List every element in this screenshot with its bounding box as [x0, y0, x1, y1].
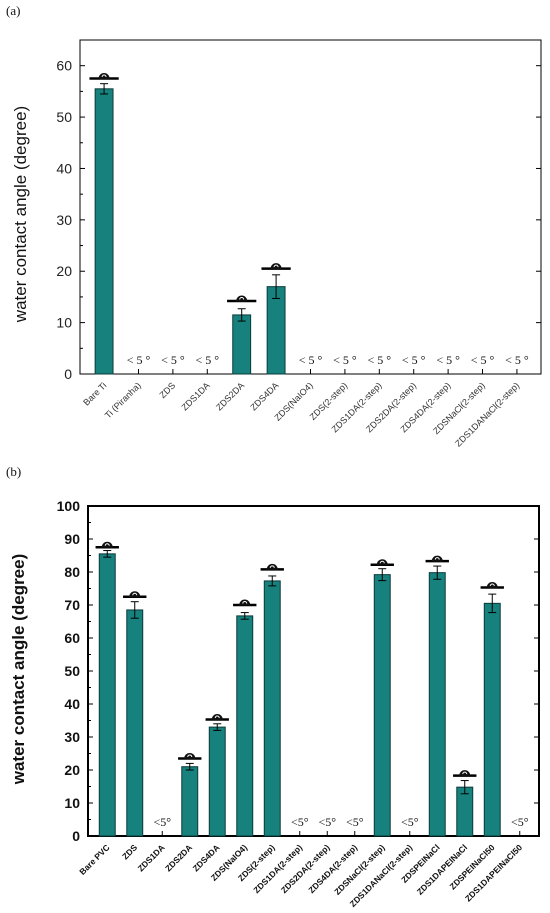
panel-b-ytick-label: 40	[64, 696, 80, 712]
panel-b-below-detection-label: <5°	[511, 815, 529, 829]
panel-b-droplet-icon	[459, 770, 471, 777]
panel-a-below-detection-label: < 5 °	[333, 353, 357, 367]
panel-a-below-detection-label: < 5 °	[436, 353, 460, 367]
panel-a-bar	[94, 88, 114, 375]
panel-a-category-label: ZDS	[158, 380, 178, 400]
panel-a-ytick-label: 20	[56, 263, 72, 279]
panel-b-bar	[456, 786, 474, 837]
panel-b-bar	[236, 615, 254, 837]
panel-b-ytick-label: 100	[57, 498, 81, 514]
panel-a-category-label: Bare Ti	[81, 380, 108, 407]
panel-a-ytick-label: 30	[56, 212, 72, 228]
panel-b-bar	[98, 553, 116, 837]
panel-a-droplet-highlight	[101, 74, 107, 78]
panel-b-bar	[263, 580, 281, 837]
panel-a-category-label: ZDS2DA	[214, 380, 246, 412]
panel-b-bar	[428, 572, 446, 837]
panel-b-category-label: ZDS1DA(2-step)	[251, 842, 304, 895]
panel-a-below-detection-label: < 5 °	[402, 353, 426, 367]
panel-a-droplet-highlight	[273, 264, 279, 268]
panel-a-plot-frame	[79, 39, 542, 375]
panel-b-label: (b)	[6, 464, 21, 479]
panel-a-ytick-label: 50	[56, 109, 72, 125]
panel-b-droplet-icon	[211, 714, 223, 721]
panel-b-bar	[181, 766, 199, 837]
panel-a-category-label: ZDS1DA	[180, 380, 212, 412]
panel-b-ytick-label: 70	[64, 597, 80, 613]
panel-b-category-label: ZDS2DA(2-step)	[279, 842, 332, 895]
panel-b-droplet-icon	[239, 599, 251, 606]
panel-b-below-detection-label: <5°	[318, 815, 336, 829]
panel-a-below-detection-label: < 5 °	[505, 353, 529, 367]
panel-b-below-detection-label: <5°	[153, 815, 171, 829]
panel-b-droplet-icon	[376, 559, 388, 566]
panel-b-droplet-highlight	[434, 557, 440, 560]
panel-a-droplet-highlight	[239, 297, 245, 300]
panel-a-category-label: ZDS1DANaCl(2-step)	[453, 380, 521, 448]
panel-b-droplet-highlight	[187, 754, 193, 758]
panel-b-ytick-label: 90	[64, 531, 80, 547]
panel-b-droplet-highlight	[132, 592, 138, 596]
panel-b-ytick-label: 0	[72, 828, 80, 844]
panel-a-droplet-icon	[236, 295, 248, 302]
panel-a-below-detection-label: < 5 °	[471, 353, 495, 367]
panel-b-category-label: ZDS1DA	[136, 842, 167, 873]
panel-b-bar	[483, 602, 501, 837]
panel-b-droplet-icon	[129, 591, 141, 598]
panel-b-category-label: Bare PVC	[77, 842, 111, 876]
panel-b-below-detection-label: <5°	[346, 815, 364, 829]
panel-b-droplet-highlight	[214, 715, 220, 719]
panel-a-ytick-label: 10	[56, 315, 72, 331]
panel-b-bar	[373, 574, 391, 837]
panel-b-bar	[208, 726, 226, 837]
panel-b-ytick-label: 50	[64, 663, 80, 679]
panel-b-ytick-label: 80	[64, 564, 80, 580]
panel-b-category-label: ZDS4DA(2-step)	[306, 842, 359, 895]
panel-b-ylabel: water contact angle (degree)	[9, 554, 28, 786]
panel-a-droplet-icon	[98, 73, 110, 80]
panel-b-ytick-label: 30	[64, 729, 80, 745]
panel-a-ytick-label: 60	[56, 58, 72, 74]
panel-a-below-detection-label: < 5 °	[299, 353, 323, 367]
panel-b-droplet-highlight	[269, 565, 275, 568]
panel-b-ytick-label: 10	[64, 795, 80, 811]
panel-a-below-detection-label: < 5 °	[368, 353, 392, 367]
panel-b-below-detection-label: <5°	[291, 815, 309, 829]
panel-a-below-detection-label: < 5 °	[196, 353, 220, 367]
panel-a-category-label: ZDS4DA	[248, 380, 280, 412]
panel-b-droplet-highlight	[104, 543, 110, 546]
panel-b-droplet-icon	[486, 582, 498, 589]
panel-a-ylabel: water contact angle (degree)	[11, 106, 30, 323]
panel-b-droplet-icon	[431, 555, 443, 562]
panel-b-droplet-highlight	[462, 771, 468, 775]
panel-b-ytick-label: 60	[64, 630, 80, 646]
panel-b-plot-frame	[87, 505, 540, 837]
panel-a-bar	[266, 286, 286, 375]
panel-a-ytick-label: 0	[64, 366, 72, 382]
panel-a-below-detection-label: < 5 °	[127, 353, 151, 367]
panel-a-category-label: Ti (Piranha)	[103, 380, 143, 420]
panel-b-droplet-icon	[266, 563, 278, 570]
panel-b-category-label: ZDS	[120, 842, 139, 861]
panel-b-droplet-highlight	[379, 560, 385, 564]
panel-b-bar	[126, 609, 144, 837]
panel-a-bar	[232, 314, 252, 375]
panel-b-droplet-icon	[101, 541, 113, 548]
panel-a-droplet-icon	[270, 263, 282, 270]
panel-b-ytick-label: 20	[64, 762, 80, 778]
panel-b-droplet-highlight	[242, 601, 248, 604]
panel-b-category-label: ZDS2DA	[163, 842, 194, 873]
panel-a-ytick-label: 40	[56, 160, 72, 176]
panel-b-droplet-icon	[184, 753, 196, 759]
panel-a-below-detection-label: < 5 °	[161, 353, 185, 367]
panel-b-droplet-highlight	[489, 583, 495, 587]
panel-b-below-detection-label: <5°	[401, 815, 419, 829]
panel-a-label: (a)	[6, 3, 20, 18]
